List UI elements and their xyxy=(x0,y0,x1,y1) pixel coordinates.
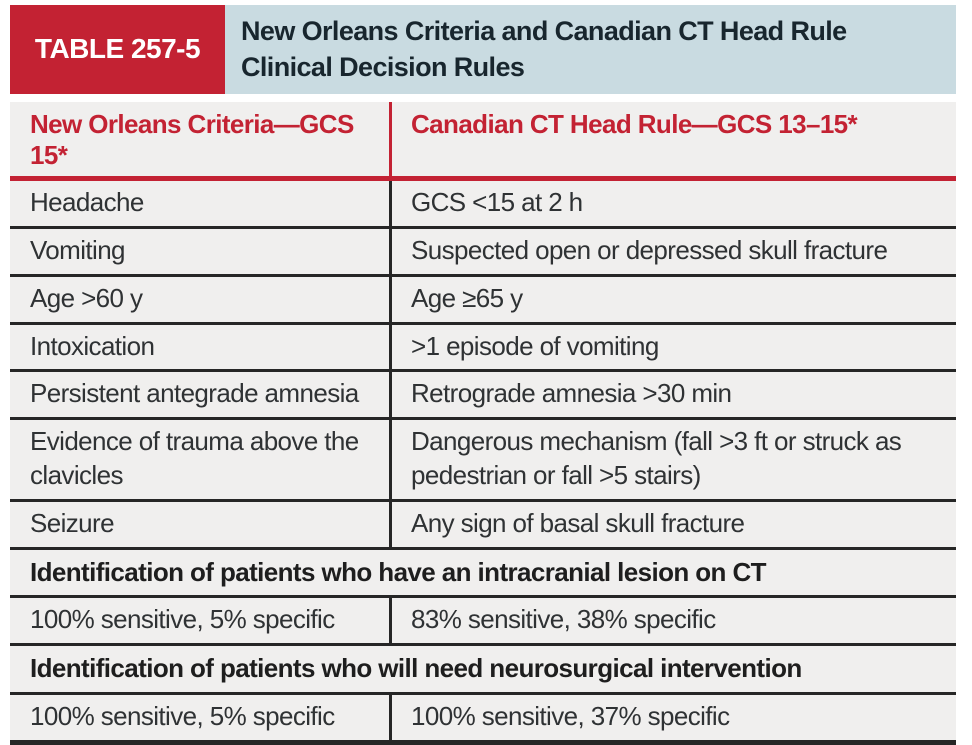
canadian-cell: GCS <15 at 2 h xyxy=(389,181,956,227)
new-orleans-cell: Seizure xyxy=(30,507,115,538)
new-orleans-cell: Intoxication xyxy=(30,330,155,361)
canadian-cell: Age ≥65 y xyxy=(389,276,956,322)
column-header-canadian: Canadian CT Head Rule—GCS 13–15* xyxy=(389,101,956,177)
clinical-decision-rules-table: TABLE 257-5 New Orleans Criteria and Can… xyxy=(10,5,956,745)
table-row: Persistent antegrade amnesia Retrograde … xyxy=(10,372,956,421)
canadian-cell: 100% sensitive, 37% specific xyxy=(389,695,956,740)
table-row: Seizure Any sign of basal skull fracture xyxy=(10,501,956,550)
table-banner: TABLE 257-5 New Orleans Criteria and Can… xyxy=(10,5,956,94)
canadian-cell: Retrograde amnesia >30 min xyxy=(389,372,956,418)
header-divider-rule xyxy=(10,176,956,182)
canadian-cell: Any sign of basal skull fracture xyxy=(389,501,956,547)
section-heading-intracranial-lesion: Identification of patients who have an i… xyxy=(10,549,956,599)
table-row: Headache GCS <15 at 2 h xyxy=(10,181,956,230)
banner-gap xyxy=(10,93,956,102)
column-header-new-orleans: New Orleans Criteria—GCS 15* xyxy=(30,108,354,171)
new-orleans-cell: Evidence of trauma above the clavicles xyxy=(30,426,359,491)
new-orleans-cell: Headache xyxy=(30,187,144,218)
table-row: Vomiting Suspected open or depressed sku… xyxy=(10,229,956,277)
new-orleans-cell: Persistent antegrade amnesia xyxy=(30,378,359,409)
column-header-row: New Orleans Criteria—GCS 15* Canadian CT… xyxy=(10,101,956,177)
canadian-cell: 83% sensitive, 38% specific xyxy=(389,598,956,644)
table-row-sensitivity-neurosurgical: 100% sensitive, 5% specific 100% sensiti… xyxy=(10,695,956,745)
table-number-label: TABLE 257-5 xyxy=(10,5,225,94)
canadian-cell: >1 episode of vomiting xyxy=(389,324,956,370)
new-orleans-cell: 100% sensitive, 5% specific xyxy=(30,604,335,635)
canadian-cell: Dangerous mechanism (fall >3 ft or struc… xyxy=(389,420,956,499)
section-heading-neurosurgical-intervention: Identification of patients who will need… xyxy=(10,646,956,696)
new-orleans-cell: Vomiting xyxy=(30,235,126,266)
new-orleans-cell: Age >60 y xyxy=(30,282,143,313)
table-row: Evidence of trauma above the clavicles D… xyxy=(10,420,956,502)
new-orleans-cell: 100% sensitive, 5% specific xyxy=(30,701,335,732)
canadian-cell: Suspected open or depressed skull fractu… xyxy=(389,229,956,274)
table-row-sensitivity-lesion: 100% sensitive, 5% specific 83% sensitiv… xyxy=(10,598,956,647)
table-row: Intoxication >1 episode of vomiting xyxy=(10,324,956,373)
table-title: New Orleans Criteria and Canadian CT Hea… xyxy=(225,5,956,94)
table-row: Age >60 y Age ≥65 y xyxy=(10,276,956,325)
